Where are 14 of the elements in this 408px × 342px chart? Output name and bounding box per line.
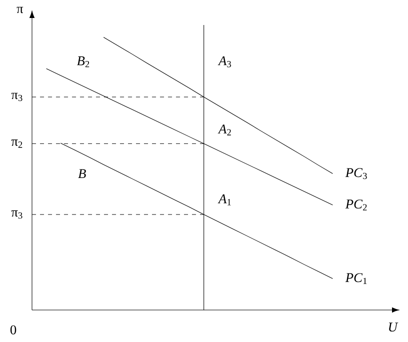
y-axis-title: π: [16, 6, 24, 14]
text: π$_{3}$: [11, 210, 22, 219]
text: 0: [10, 325, 16, 334]
text: π$_{2}$: [11, 140, 22, 148]
annotation: A$_{1}$: [218, 194, 231, 206]
x-axis-title: U: [389, 322, 398, 332]
text: π$_{3}$: [11, 92, 22, 102]
annotation: A$_{2}$: [218, 124, 231, 136]
series-label: PC$_{2}$: [345, 200, 367, 210]
annotation: B: [78, 169, 86, 178]
series-label: PC$_{3}$: [345, 168, 367, 180]
annotation: B$_{2}$: [76, 56, 90, 68]
series-label: PC$_{1}$: [345, 273, 367, 284]
annotation: A$_{3}$: [218, 56, 232, 68]
